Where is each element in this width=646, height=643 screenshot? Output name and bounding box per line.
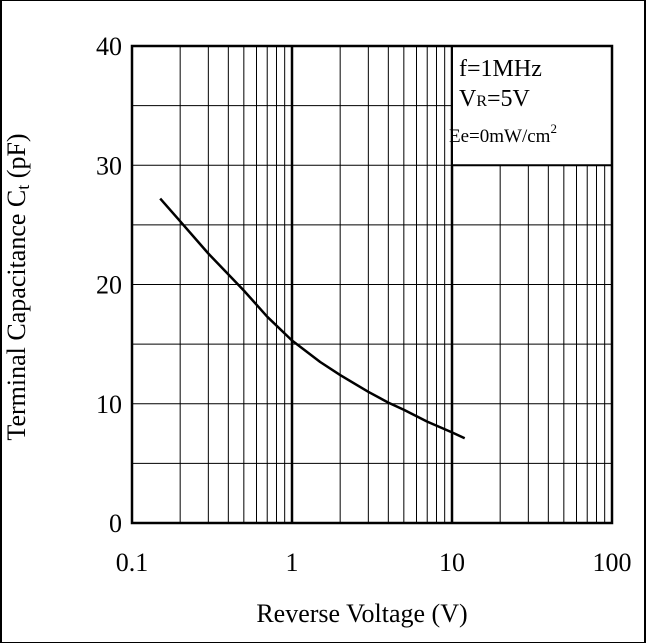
y-tick-label: 20 bbox=[96, 271, 122, 300]
x-axis-title: Reverse Voltage (V) bbox=[256, 599, 467, 628]
x-tick-labels: 0.1 1 10 100 bbox=[116, 548, 632, 577]
y-axis-title-subscript: t bbox=[13, 185, 33, 190]
vr-subscript: R bbox=[476, 93, 487, 110]
x-tick-label: 0.1 bbox=[116, 548, 149, 577]
y-tick-label: 40 bbox=[96, 32, 122, 61]
series-line-1 bbox=[159, 197, 466, 440]
x-tick-label: 100 bbox=[593, 548, 632, 577]
x-tick-label: 1 bbox=[286, 548, 299, 577]
y-axis-title: Terminal Capacitance Ct (pF) bbox=[2, 133, 33, 440]
ee-superscript: 2 bbox=[550, 121, 557, 136]
y-tick-label: 10 bbox=[96, 390, 122, 419]
annotation-irradiance: Ee=0mW/cm2 bbox=[449, 121, 557, 147]
x-tick-label: 10 bbox=[439, 548, 465, 577]
y-tick-labels: 0 10 20 30 40 bbox=[96, 32, 122, 538]
y-tick-label: 0 bbox=[109, 509, 122, 538]
y-tick-label: 30 bbox=[96, 151, 122, 180]
plot-frame bbox=[130, 44, 614, 525]
annotation-frequency: f=1MHz bbox=[459, 56, 542, 82]
annotation-reverse-voltage: VR=5V bbox=[459, 86, 531, 112]
plot-frame-layer bbox=[130, 44, 614, 525]
curve-layer bbox=[159, 197, 466, 440]
annotation-box bbox=[451, 45, 613, 167]
